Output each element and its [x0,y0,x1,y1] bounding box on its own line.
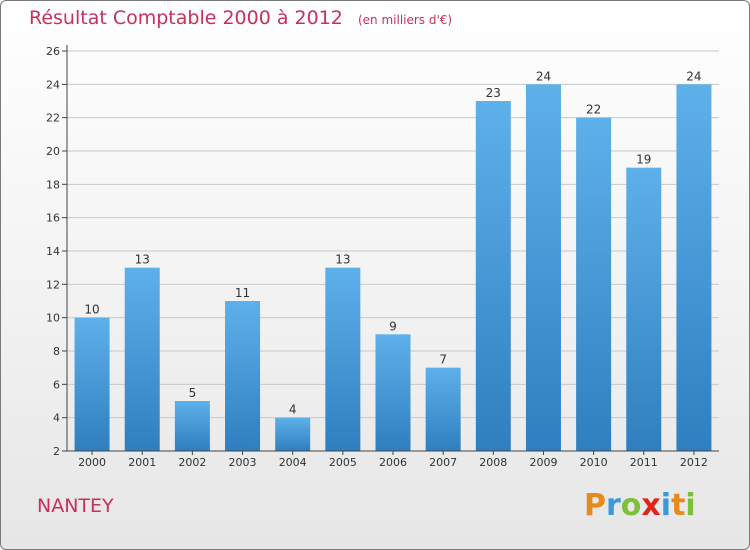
y-tick-label: 14 [46,245,60,258]
value-label-2012: 24 [686,69,701,83]
x-tick-label-2012: 2012 [680,456,708,469]
logo-letter: o [620,488,642,523]
bar-2001 [124,267,160,451]
axes [62,45,719,455]
y-tick-label: 16 [46,212,60,225]
bar-2009 [525,84,561,451]
x-tick-label-2008: 2008 [479,456,507,469]
value-label-2004: 4 [289,403,297,417]
logo-letter: P [584,488,606,523]
value-label-2002: 5 [189,386,197,400]
bar-2000 [74,317,110,451]
bar-2004 [275,417,311,451]
bar-2003 [225,301,261,451]
bars [74,84,712,452]
bar-2005 [325,267,361,451]
y-tick-label: 20 [46,145,60,158]
y-tick-label: 4 [53,412,60,425]
y-tick-label: 6 [53,378,60,391]
x-tick-label-2009: 2009 [529,456,557,469]
x-tick-label-2011: 2011 [630,456,658,469]
bar-2006 [375,334,411,451]
value-label-2006: 9 [389,319,397,333]
value-label-2000: 10 [84,303,99,317]
value-label-2003: 11 [235,286,250,300]
y-tick-label: 18 [46,178,60,191]
x-tick-label-2010: 2010 [580,456,608,469]
commune-name: NANTEY [37,495,114,517]
proxiti-logo[interactable]: Proxiti [584,488,696,523]
value-label-2005: 13 [335,253,350,267]
value-label-2001: 13 [135,253,150,267]
logo-letter: x [641,488,661,523]
x-tick-label-2005: 2005 [329,456,357,469]
logo-letter: i [685,488,696,523]
x-tick-label-2002: 2002 [178,456,206,469]
chart-unit: (en milliers d'€) [357,13,453,27]
y-tick-label: 22 [46,112,60,125]
bar-2007 [425,367,461,451]
chart-title: Résultat Comptable 2000 à 2012 [29,7,343,29]
value-label-2007: 7 [439,353,447,367]
logo-letter: i [660,488,672,523]
x-tick-label-2000: 2000 [78,456,106,469]
bar-2010 [576,117,612,452]
y-tick-label: 10 [46,312,60,325]
x-tick-label-2006: 2006 [379,456,407,469]
bar-2002 [174,401,210,451]
bar-2008 [475,101,511,451]
value-label-2008: 23 [486,86,501,100]
value-label-2010: 22 [586,103,601,117]
y-tick-label: 8 [53,345,60,358]
x-tick-label-2001: 2001 [128,456,156,469]
y-tick-label: 12 [46,278,60,291]
logo-letter: t [671,488,686,523]
labels: 2468101214161820222426102000132001520021… [46,45,708,469]
bar-2012 [676,84,712,451]
x-tick-label-2003: 2003 [229,456,257,469]
value-label-2009: 24 [536,69,551,83]
y-tick-label: 2 [53,445,60,458]
y-tick-label: 26 [46,45,60,58]
x-tick-label-2007: 2007 [429,456,457,469]
x-tick-label-2004: 2004 [279,456,307,469]
bar-2011 [626,167,662,451]
value-label-2011: 19 [636,153,651,167]
y-tick-label: 24 [46,78,60,91]
title-row: Résultat Comptable 2000 à 2012 (en milli… [29,7,452,29]
logo-letter: r [606,488,621,523]
